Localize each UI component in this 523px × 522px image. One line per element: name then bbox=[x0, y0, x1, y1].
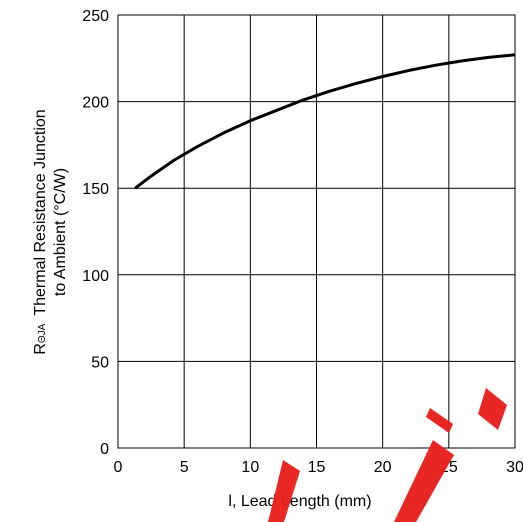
x-tick-label: 30 bbox=[506, 459, 523, 476]
plot-frame bbox=[117, 14, 516, 449]
x-tick-label: 15 bbox=[308, 459, 326, 476]
x-tick-label: 10 bbox=[241, 459, 259, 476]
watermark-stroke-left bbox=[268, 460, 300, 522]
watermark-stroke-mid bbox=[426, 408, 453, 433]
x-tick-label: 0 bbox=[114, 459, 123, 476]
y-tick-label: 150 bbox=[82, 181, 109, 198]
x-tick-label: 20 bbox=[374, 459, 392, 476]
y-tick-label: 100 bbox=[82, 268, 109, 285]
y-axis-title-subscript: ΘJA bbox=[37, 323, 48, 343]
series-line bbox=[134, 53, 516, 190]
y-axis-ticks: 0 50 100 150 200 250 bbox=[82, 8, 109, 458]
y-tick-label: 50 bbox=[91, 354, 109, 371]
series-layer bbox=[134, 53, 516, 190]
y-axis-title-symbol: R bbox=[32, 343, 49, 355]
watermark bbox=[268, 388, 507, 522]
x-axis-title: l, Lead Length (mm) bbox=[228, 493, 371, 510]
watermark-stroke-top bbox=[478, 388, 507, 430]
x-axis-ticks: 0 5 10 15 20 25 30 bbox=[114, 459, 523, 476]
watermark-stroke-right bbox=[394, 440, 454, 522]
y-tick-label: 200 bbox=[82, 95, 109, 112]
y-tick-label: 250 bbox=[82, 8, 109, 25]
y-axis-title-line2: to Ambient (°C/W) bbox=[52, 168, 69, 296]
y-tick-label: 0 bbox=[100, 441, 109, 458]
grid-lines bbox=[117, 14, 516, 449]
svg-text:RΘJAThermal Resistance Junctio: RΘJA Thermal Resistance Junction bbox=[32, 109, 49, 354]
x-tick-label: 5 bbox=[180, 459, 189, 476]
y-axis-title-line1: Thermal Resistance Junction bbox=[32, 109, 49, 315]
y-axis-title: RΘJA Thermal Resistance Junction to Ambie… bbox=[32, 109, 69, 354]
